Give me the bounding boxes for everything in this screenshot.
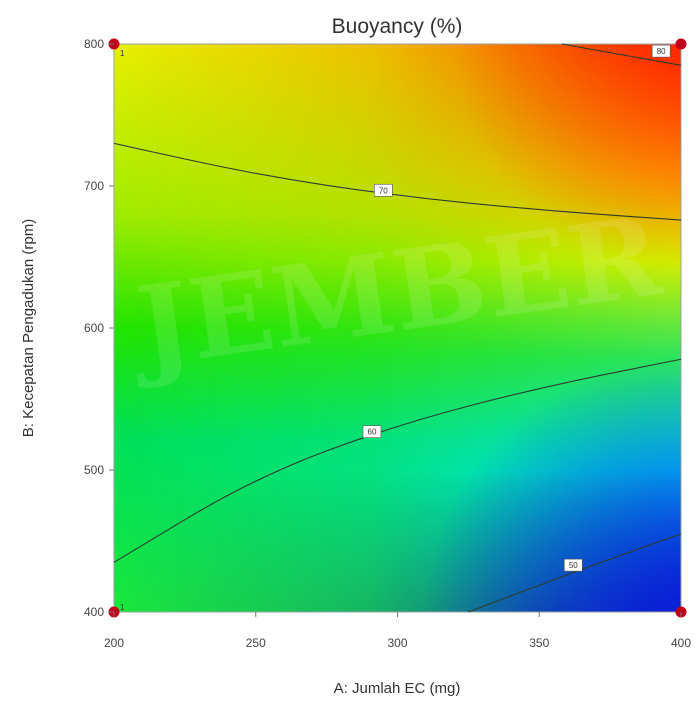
design-points: 11 [108,38,687,618]
y-tick-label: 700 [84,179,104,193]
x-axis-ticks: 200 250 300 350 400 [104,612,691,650]
x-tick-label: 350 [529,636,549,650]
design-point-label: 1 [120,603,125,612]
contour-label-80: 80 [657,47,666,56]
contour-label-70: 70 [379,186,388,195]
contour-line-80 [561,43,682,66]
contour-line-50 [468,533,682,613]
x-tick-label: 400 [671,636,691,650]
heatmap-high-corner [114,44,681,612]
x-tick-label: 300 [387,636,407,650]
y-axis-label: B: Kecepatan Pengadukan (rpm) [20,219,37,437]
contour-label-box-70 [374,183,393,197]
contour-line-60 [113,358,682,563]
x-tick-label: 200 [104,636,124,650]
contour-label-box-50 [563,558,583,572]
plot-area: JEMBER [113,43,682,613]
y-tick-label: 500 [84,463,104,477]
contour-label-box-80 [651,44,671,58]
y-tick-label: 800 [84,37,104,51]
chart-title: Buoyancy (%) [332,15,463,38]
contour-label-50: 50 [569,561,578,570]
y-axis-ticks: 400 500 600 700 800 [84,37,114,619]
contour-lines: 50 60 70 80 [113,43,682,613]
contour-label-60: 60 [368,428,377,437]
design-point-label: 1 [120,49,125,58]
x-tick-label: 250 [246,636,266,650]
y-tick-label: 400 [84,605,104,619]
contour-label-box-60 [362,425,382,438]
x-axis-label: A: Jumlah EC (mg) [334,680,461,697]
y-tick-label: 600 [84,321,104,335]
design-point [675,38,687,50]
